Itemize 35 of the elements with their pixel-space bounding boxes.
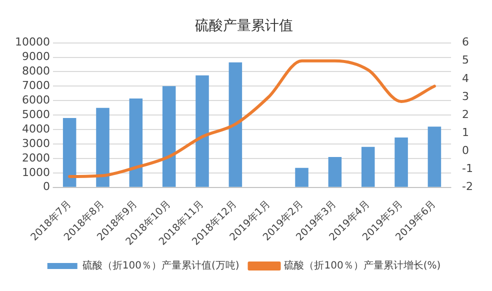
- y2-tick-label: 4: [462, 72, 470, 85]
- y-tick-label: 4000: [22, 122, 50, 136]
- y2-tick-label: 3: [462, 90, 470, 103]
- bar: [62, 118, 76, 187]
- bar: [428, 126, 442, 187]
- y-tick-label: 7000: [22, 79, 50, 92]
- legend-label: 硫酸（折100％）产量累计增长(%): [284, 260, 441, 272]
- y2-tick-label: 0: [462, 144, 470, 158]
- bar: [295, 168, 308, 187]
- y-tick-label: 8000: [22, 64, 50, 78]
- y2-tick-label: -2: [462, 180, 473, 194]
- bar: [394, 138, 408, 187]
- y2-tick-label: 6: [462, 36, 470, 49]
- legend-label: 硫酸（折100％）产量累计值(万吨): [82, 260, 240, 272]
- y-tick-label: 6000: [22, 93, 50, 106]
- line-series: [68, 59, 436, 178]
- y-tick-label: 5000: [22, 108, 50, 121]
- bar: [196, 75, 209, 187]
- y-tick-label: 1000: [22, 166, 50, 179]
- y-tick-label: 10000: [14, 36, 50, 49]
- bar: [96, 108, 110, 187]
- chart-title: 硫酸产量累计值: [195, 18, 293, 34]
- y-tick-label: 9000: [22, 50, 50, 64]
- y2-tick-label: -1: [462, 162, 473, 176]
- y-tick-label: 3000: [22, 136, 50, 150]
- y2-tick-label: 5: [462, 54, 470, 67]
- bar: [129, 98, 143, 187]
- bar: [228, 62, 242, 187]
- y2-tick-label: 2: [462, 108, 470, 121]
- y-tick-label: 0: [42, 180, 50, 194]
- bar: [162, 86, 176, 187]
- y2-tick-label: 1: [462, 126, 470, 140]
- bar: [328, 157, 342, 187]
- y-tick-label: 2000: [22, 151, 50, 164]
- bar: [361, 146, 375, 187]
